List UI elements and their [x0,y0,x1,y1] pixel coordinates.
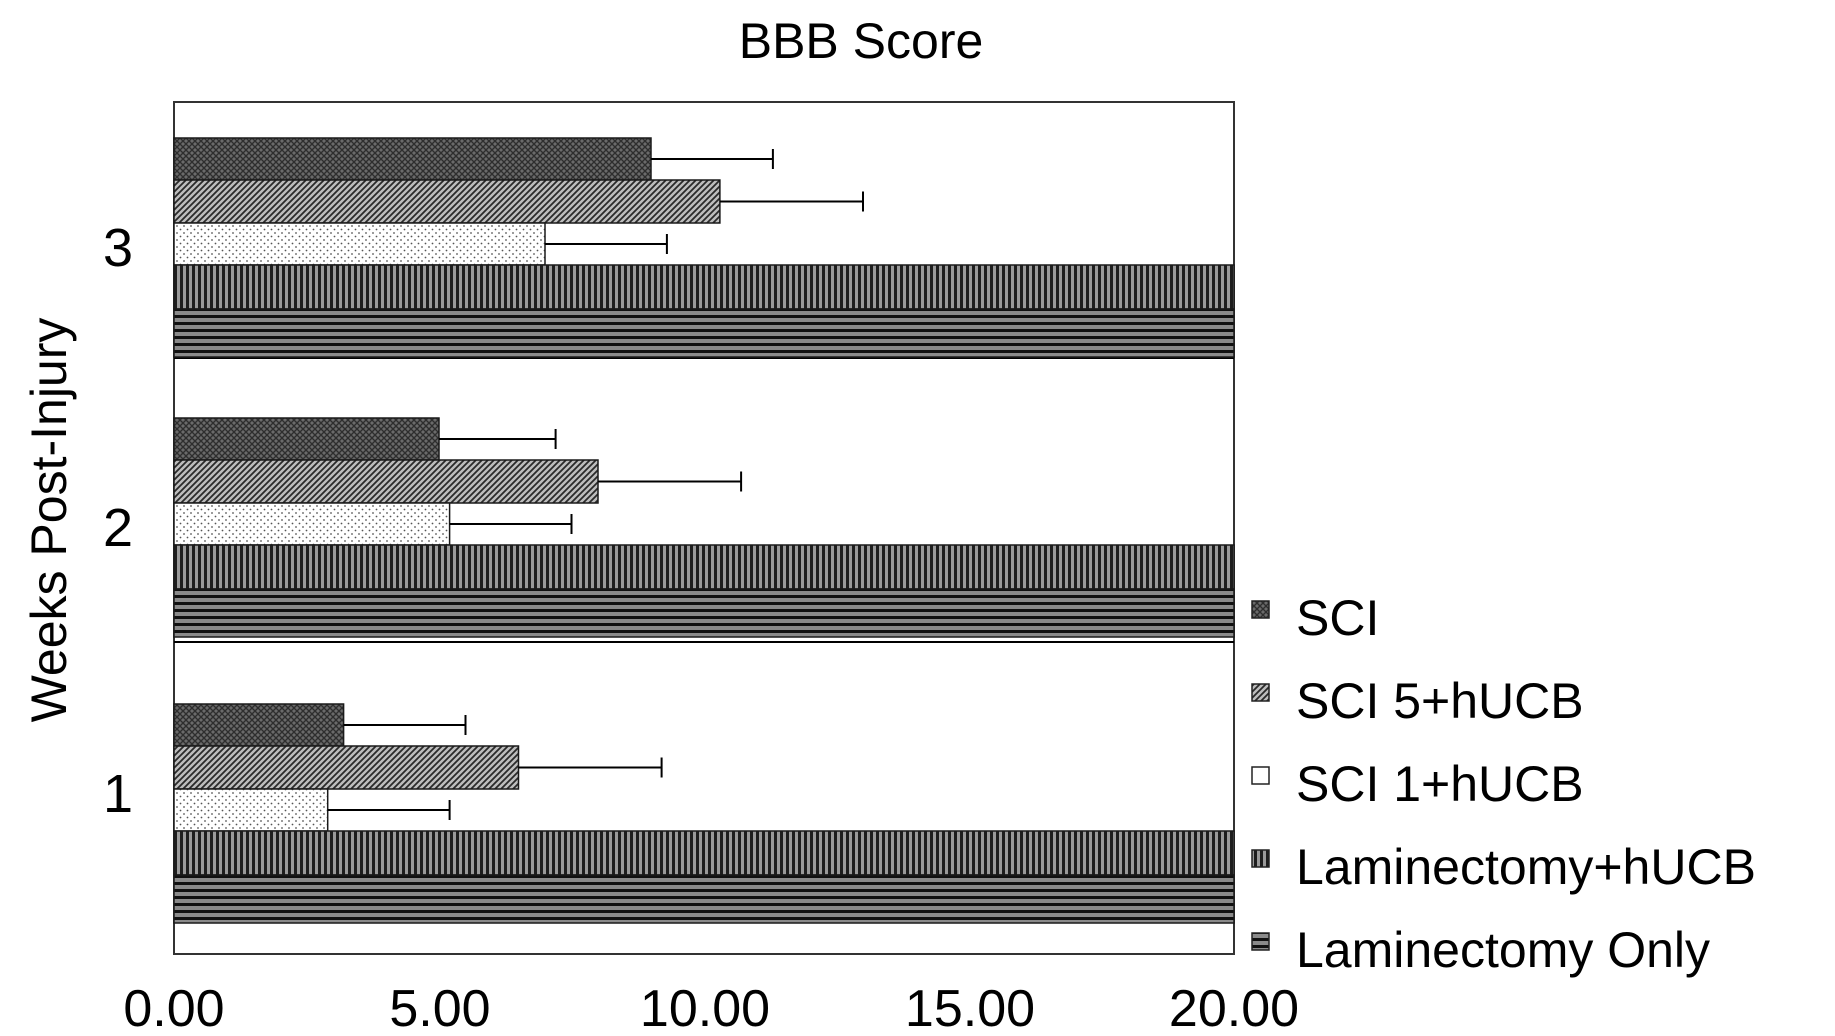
bar-sci-5-hucb-week-1 [173,745,520,790]
bar-sci-1-hucb-week-3 [173,222,546,266]
x-tick-label: 20.00 [1169,980,1299,1036]
chart-title: BBB Score [739,13,984,69]
bar-laminectomy-only-week-1 [173,874,1235,924]
y-tick-label-1: 1 [103,764,133,824]
bar-sci-week-1 [173,703,345,747]
bar-laminectomy-hucb-week-2 [173,544,1235,590]
x-tick-label: 5.00 [389,980,490,1036]
y-tick-label-3: 3 [103,218,133,278]
bar-laminectomy-hucb-week-1 [173,830,1235,876]
y-tick-label-2: 2 [103,498,133,558]
x-tick-label: 0.00 [123,980,224,1036]
legend-swatch-sci-1-hucb [1251,766,1270,785]
bar-laminectomy-only-week-3 [173,308,1235,358]
bar-sci-5-hucb-week-3 [173,179,721,224]
legend-label-laminectomy-hucb: Laminectomy+hUCB [1296,839,1756,895]
legend-label-sci-5-hucb: SCI 5+hUCB [1296,673,1584,729]
legend-swatch-sci-5-hucb [1251,683,1270,702]
bar-sci-1-hucb-week-2 [173,502,451,546]
bar-laminectomy-only-week-2 [173,588,1235,638]
y-axis-label: Weeks Post-Injury [21,318,77,723]
bar-sci-week-2 [173,417,440,461]
bar-sci-week-3 [173,137,652,181]
legend-swatch-sci [1251,600,1270,619]
bar-laminectomy-hucb-week-3 [173,264,1235,310]
legend-swatch-laminectomy-hucb [1251,849,1270,868]
legend: SCI SCI 5+hUCB SCI 1+hUCB Laminectomy+hU… [1251,590,1756,978]
legend-label-laminectomy-only: Laminectomy Only [1296,922,1710,978]
x-tick-label: 10.00 [640,980,770,1036]
x-tick-label: 15.00 [905,980,1035,1036]
legend-label-sci: SCI [1296,590,1379,646]
legend-swatch-laminectomy-only [1251,932,1270,951]
error-bars [327,149,864,820]
bar-series [173,137,1235,924]
legend-label-sci-1-hucb: SCI 1+hUCB [1296,756,1584,812]
bar-sci-5-hucb-week-2 [173,459,599,504]
bar-sci-1-hucb-week-1 [173,788,329,832]
